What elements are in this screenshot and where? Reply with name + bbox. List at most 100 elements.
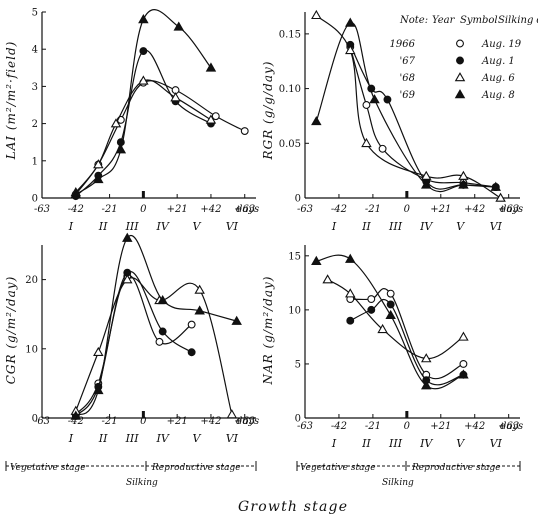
- cgr-x-tick-label: -42: [68, 416, 84, 427]
- cgr-data-point: [194, 284, 205, 294]
- legend-symbol: [456, 56, 464, 65]
- nar-stage-III: III: [388, 437, 403, 450]
- vegetative-stage-left: Vegetative stage: [10, 463, 86, 473]
- lai-x-tick-label: +42: [200, 204, 221, 215]
- lai-y-tick-label: 1: [32, 156, 38, 167]
- rgr-stage-I: I: [331, 220, 337, 233]
- lai-x-unit: days: [236, 204, 259, 215]
- rgr-stage-III: III: [388, 220, 403, 233]
- legend-date: Aug. 6: [481, 73, 515, 84]
- cgr-x-tick-label: +42: [200, 416, 221, 427]
- cgr-series-0: [71, 272, 196, 419]
- nar-x-tick-label: +63: [498, 421, 519, 432]
- nar-silking-marker: [405, 411, 409, 418]
- lai-x-tick-label: -63: [34, 204, 50, 215]
- rgr-stage-II: II: [361, 220, 371, 233]
- lai-stage-VI: VI: [226, 220, 239, 233]
- nar-data-point: [311, 255, 322, 265]
- nar-series-1: [346, 298, 468, 386]
- lai-series-2: [70, 75, 217, 197]
- rgr-data-point: [495, 192, 506, 202]
- nar-data-point: [459, 359, 468, 368]
- rgr-series-3: [311, 17, 501, 193]
- cgr-data-point: [122, 232, 133, 242]
- cgr-series-1: [71, 268, 196, 420]
- lai-silking-marker: [141, 191, 145, 198]
- legend-year: '67: [400, 56, 416, 67]
- cgr-x-unit: days: [236, 416, 259, 427]
- silking-label-left: Silking: [126, 478, 158, 488]
- nar-x-unit: days: [500, 421, 523, 432]
- nar-data-point: [458, 331, 469, 341]
- rgr-data-point: [458, 170, 469, 180]
- rgr-series-line: [349, 46, 496, 188]
- cgr-data-point: [155, 337, 164, 346]
- lai-data-point: [70, 188, 82, 199]
- cgr-x-tick-label: -21: [102, 416, 118, 427]
- legend: Note: Year Symbol Silking date 1966 Aug. …: [390, 15, 538, 101]
- rgr-x-tick-label: -63: [297, 204, 313, 215]
- nar-data-point: [420, 380, 432, 390]
- rgr-x-unit: days: [500, 204, 523, 215]
- rgr-x-tick-label: -21: [365, 204, 381, 215]
- cgr-data-point: [93, 346, 104, 357]
- lai-data-point: [93, 159, 104, 169]
- rgr-data-point: [311, 116, 322, 126]
- lai-x-tick-label: +21: [167, 204, 188, 215]
- rgr-x-tick-label: +42: [464, 204, 485, 215]
- legend-header-symbol: Symbol: [460, 15, 498, 26]
- lai-series-3: [70, 9, 217, 199]
- lai-data-point: [138, 75, 149, 85]
- lai-stage-IV: IV: [156, 220, 170, 233]
- cgr-data-point: [226, 409, 238, 419]
- legend-year: '68: [400, 73, 415, 84]
- nar-y-tick-label: 0: [295, 414, 301, 425]
- lai-data-point: [173, 21, 185, 31]
- rgr-data-point: [362, 101, 371, 109]
- cgr-stage-I: I: [68, 432, 74, 445]
- nar-x-tick-label: +21: [430, 421, 451, 432]
- rgr-stage-VI: VI: [490, 220, 503, 233]
- cgr-stage-III: III: [125, 432, 140, 445]
- nar-data-point: [386, 300, 395, 309]
- rgr-x-tick-label: +21: [430, 204, 451, 215]
- x-axis-title: Growth stage: [238, 499, 348, 515]
- cgr-data-point: [187, 348, 196, 357]
- lai-y-tick-label: 2: [32, 119, 38, 130]
- cgr-series-line: [75, 275, 192, 415]
- nar-series-line: [316, 254, 464, 390]
- rgr-stage-IV: IV: [419, 220, 433, 233]
- nar-x-tick-label: 0: [404, 421, 411, 432]
- reproductive-stage-left: Reproductive stage: [151, 463, 241, 473]
- nar-data-point: [458, 369, 469, 379]
- cgr-data-point: [70, 410, 82, 420]
- nar-data-point: [346, 316, 355, 325]
- lai-series-1: [71, 47, 215, 201]
- legend-header-date: Silking date: [498, 15, 538, 26]
- nar-series-2: [322, 274, 469, 363]
- rgr-data-point: [361, 137, 372, 148]
- cgr-y-tick-label: 10: [25, 344, 38, 355]
- nar-x-tick-label: +42: [464, 421, 485, 432]
- reproductive-stage-right: Reproductive stage: [411, 463, 501, 473]
- rgr-data-point: [345, 44, 356, 55]
- legend-year: '69: [400, 90, 416, 101]
- cgr-x-tick-label: 0: [140, 416, 147, 427]
- legend-symbol: [454, 89, 466, 99]
- lai-data-point: [139, 47, 148, 56]
- nar-data-point: [322, 274, 333, 284]
- lai-x-tick-label: 0: [140, 204, 147, 215]
- lai-x-tick-label: -42: [68, 204, 84, 215]
- nar-y-label: NAR (g/m²/day): [261, 276, 275, 386]
- nar-data-point: [386, 289, 395, 298]
- lai-x-tick-label: -21: [102, 204, 118, 215]
- rgr-stage-V: V: [456, 220, 465, 233]
- rgr-series-0: [346, 43, 500, 192]
- nar-y-tick-label: 15: [288, 251, 301, 262]
- rgr-x-tick-label: 0: [404, 204, 411, 215]
- rgr-data-point: [311, 9, 322, 20]
- rgr-data-point: [378, 144, 387, 153]
- cgr-series-2: [70, 274, 238, 419]
